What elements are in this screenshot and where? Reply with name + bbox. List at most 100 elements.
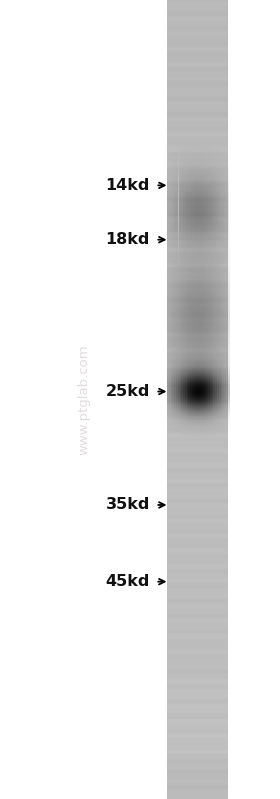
Bar <box>206 388 208 389</box>
Bar <box>227 213 229 215</box>
Bar <box>183 233 185 235</box>
Bar <box>167 334 228 336</box>
Bar <box>167 189 228 190</box>
Bar <box>167 324 169 326</box>
Bar <box>183 201 185 203</box>
Bar <box>204 291 206 292</box>
Bar <box>206 217 208 219</box>
Bar <box>196 361 197 363</box>
Bar <box>185 339 187 340</box>
Bar <box>213 267 215 268</box>
Bar <box>167 537 228 539</box>
Bar <box>223 173 224 174</box>
Bar <box>175 163 177 165</box>
Bar <box>210 373 212 374</box>
Bar <box>183 402 185 403</box>
Bar <box>194 406 196 407</box>
Bar <box>197 392 199 394</box>
Bar <box>167 415 169 416</box>
Bar <box>186 256 188 257</box>
Bar <box>203 321 204 323</box>
Bar <box>228 380 230 381</box>
Bar <box>228 389 230 392</box>
Bar <box>190 400 192 402</box>
Bar <box>206 363 208 364</box>
Bar <box>167 235 169 236</box>
Bar <box>187 375 188 376</box>
Bar <box>208 373 210 374</box>
Bar <box>175 263 177 264</box>
Bar <box>224 374 226 375</box>
Bar <box>183 359 185 360</box>
Bar <box>175 229 177 230</box>
Bar <box>202 166 204 168</box>
Bar <box>196 238 197 239</box>
Bar <box>205 235 207 236</box>
Bar <box>194 399 196 400</box>
Bar <box>199 426 201 427</box>
Bar <box>169 207 171 209</box>
Bar <box>181 267 183 268</box>
Bar <box>212 357 213 359</box>
Bar <box>221 330 222 332</box>
Bar <box>179 343 181 344</box>
Bar <box>192 310 194 312</box>
Bar <box>196 402 197 403</box>
Bar <box>169 274 171 276</box>
Bar <box>197 161 199 162</box>
Bar <box>194 219 196 221</box>
Bar <box>172 363 174 364</box>
Bar <box>183 428 185 429</box>
Bar <box>226 170 227 171</box>
Bar <box>199 367 201 368</box>
Bar <box>227 242 229 244</box>
Bar <box>196 321 197 323</box>
Bar <box>185 251 186 252</box>
Bar <box>179 189 180 191</box>
Bar <box>213 411 215 412</box>
Bar <box>213 183 215 184</box>
Bar <box>196 399 197 400</box>
Bar <box>226 396 228 398</box>
Bar <box>201 308 203 310</box>
Bar <box>219 369 221 372</box>
Bar <box>194 232 196 233</box>
Bar <box>197 203 199 204</box>
Bar <box>208 395 210 396</box>
Bar <box>193 225 194 226</box>
Bar <box>167 339 169 340</box>
Bar <box>186 235 188 236</box>
Bar <box>167 221 228 222</box>
Bar <box>206 368 208 370</box>
Bar <box>185 400 187 402</box>
Bar <box>212 148 213 149</box>
Bar <box>226 355 228 357</box>
Bar <box>181 278 183 280</box>
Bar <box>210 412 212 413</box>
Bar <box>182 172 183 173</box>
Bar <box>191 194 193 195</box>
Bar <box>182 263 183 264</box>
Bar <box>182 173 183 174</box>
Bar <box>226 248 227 249</box>
Bar <box>167 258 169 260</box>
Bar <box>169 182 171 183</box>
Bar <box>208 147 210 148</box>
Bar <box>221 368 222 369</box>
Bar <box>185 256 187 258</box>
Bar <box>207 218 208 219</box>
Bar <box>210 221 212 222</box>
Bar <box>196 360 197 363</box>
Bar <box>218 240 220 241</box>
Bar <box>171 242 172 244</box>
Bar <box>179 353 181 355</box>
Bar <box>210 332 212 334</box>
Bar <box>194 372 196 373</box>
Bar <box>208 395 210 396</box>
Bar <box>197 399 199 400</box>
Bar <box>183 314 185 316</box>
Bar <box>207 254 208 256</box>
Bar <box>203 228 204 229</box>
Bar <box>217 258 219 260</box>
Bar <box>197 230 199 231</box>
